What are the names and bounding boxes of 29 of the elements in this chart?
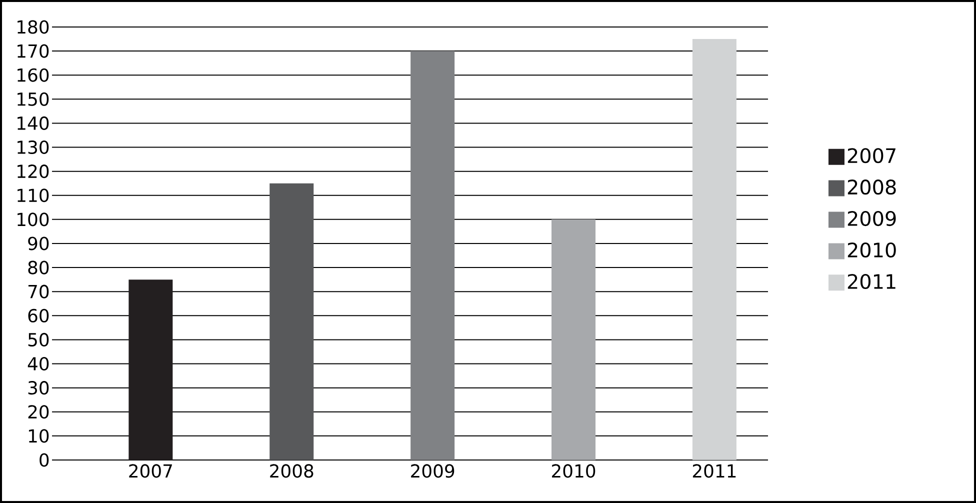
x-tick-label: 2008	[270, 464, 314, 478]
x-tick-label: 2010	[552, 464, 596, 478]
y-tick-label: 0	[40, 453, 49, 467]
y-tick-label: 130	[18, 140, 49, 154]
y-tick-label: 60	[28, 308, 49, 322]
y-tick-label: 180	[18, 20, 49, 34]
y-tick-label: 140	[18, 116, 49, 130]
y-tick-label: 40	[28, 356, 49, 371]
legend-label: 2011	[848, 274, 896, 290]
y-tick-label: 10	[28, 429, 49, 443]
y-tick-label: 160	[18, 68, 49, 82]
y-tick-label: 90	[28, 236, 49, 250]
y-tick-label: 50	[28, 332, 49, 346]
y-tick-label: 110	[18, 188, 49, 202]
legend-label: 2010	[848, 242, 896, 258]
y-tick-label: 170	[18, 44, 49, 58]
legend-label: 2008	[848, 180, 896, 195]
x-tick-label: 2009	[411, 464, 454, 478]
legend-label: 2009	[848, 211, 896, 226]
y-tick-label: 150	[18, 92, 49, 106]
y-tick-label: 20	[28, 405, 49, 419]
x-tick-label: 2007	[129, 464, 172, 478]
legend-label: 2007	[848, 148, 896, 164]
y-tick-label: 120	[18, 164, 49, 178]
x-tick-label: 2011	[692, 464, 736, 478]
y-tick-label: 80	[28, 260, 49, 274]
y-tick-label: 70	[28, 284, 49, 298]
y-tick-label: 30	[28, 381, 49, 395]
y-tick-label: 100	[18, 212, 49, 226]
